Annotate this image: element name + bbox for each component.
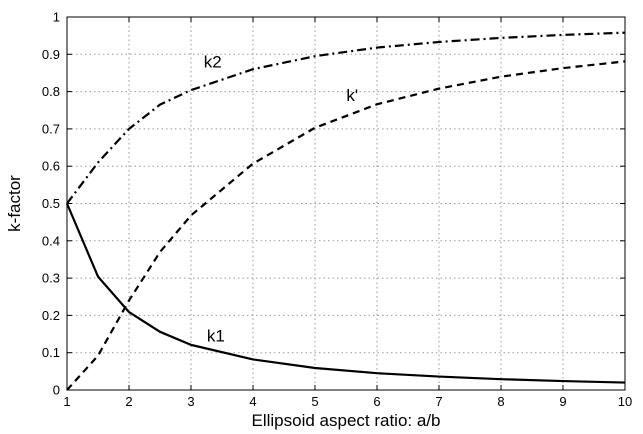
y-axis-title: k-factor	[5, 175, 24, 232]
axis-ticks	[66, 16, 626, 391]
series-annotations: k2 k' k1	[204, 52, 358, 345]
y-tick-label: 0.5	[42, 196, 60, 211]
x-tick-label: 3	[187, 394, 194, 409]
y-tick-label: 0.6	[42, 159, 60, 174]
series-label: k2	[204, 52, 222, 71]
series-line-1	[65, 203, 626, 384]
y-tick-label: 1	[53, 10, 60, 25]
x-tick-label: 4	[249, 394, 256, 409]
x-tick-label: 9	[559, 394, 566, 409]
x-tick-label: 10	[618, 394, 632, 409]
x-tick-label: 6	[373, 394, 380, 409]
y-tick-label: 0	[53, 383, 60, 398]
y-tick-label: 0.1	[42, 345, 60, 360]
y-tick-label: 0.8	[42, 84, 60, 99]
x-tick-label: 8	[497, 394, 504, 409]
x-tick-label: 1	[63, 394, 70, 409]
x-tick-label: 5	[311, 394, 318, 409]
series-line-2	[66, 60, 626, 391]
series-label: k'	[346, 86, 358, 105]
x-tick-label: 2	[125, 394, 132, 409]
y-tick-label: 0.4	[42, 233, 60, 248]
x-tick-labels: 1 2 3 4 5 6 7 8 9 10	[63, 394, 632, 409]
series-label: k1	[207, 327, 225, 346]
x-tick-label: 7	[435, 394, 442, 409]
y-tick-labels: 0 0.1 0.2 0.3 0.4 0.5 0.6 0.7 0.8 0.9 1	[42, 10, 60, 398]
y-tick-label: 0.3	[42, 271, 60, 286]
y-tick-label: 0.9	[42, 47, 60, 62]
y-tick-label: 0.7	[42, 121, 60, 136]
series-line-3	[66, 31, 626, 205]
series-lines	[65, 31, 626, 391]
x-axis-title: Ellipsoid aspect ratio: a/b	[252, 411, 441, 430]
y-tick-label: 0.2	[42, 308, 60, 323]
grid	[67, 17, 625, 390]
